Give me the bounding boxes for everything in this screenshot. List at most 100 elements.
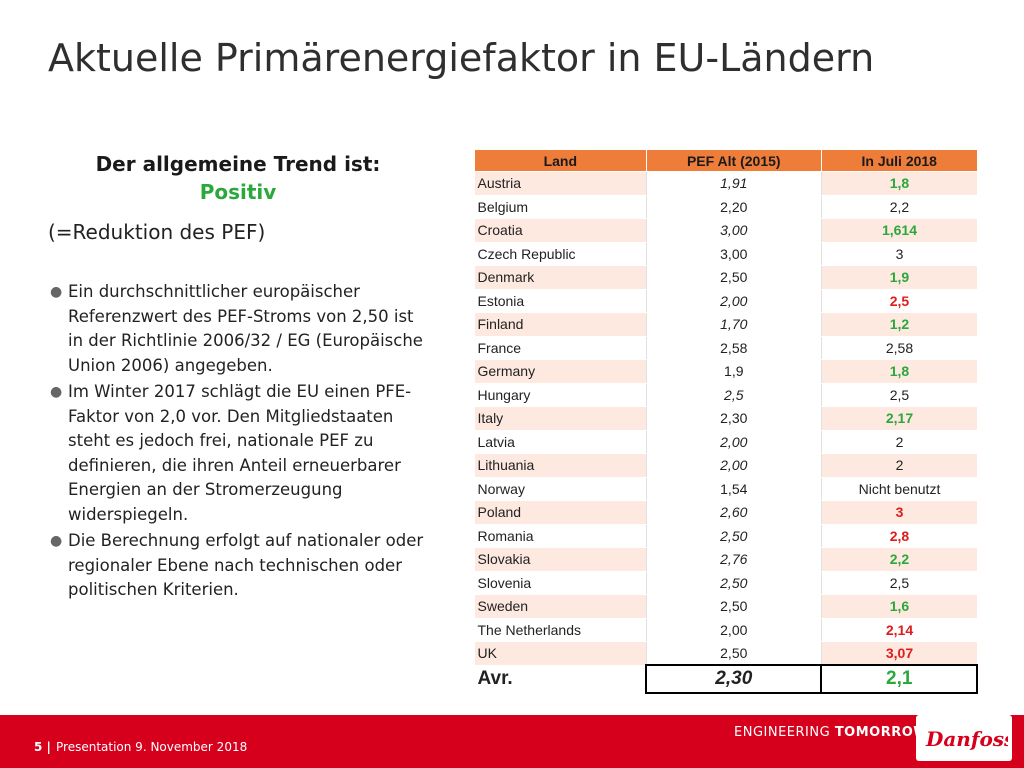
cell-land: Lithuania	[474, 453, 647, 478]
cell-pef-alt: 2,50	[645, 571, 822, 595]
average-juli-2018: 2,1	[820, 664, 978, 694]
cell-pef-alt: 1,91	[645, 171, 822, 196]
cell-pef-alt: 2,58	[645, 336, 822, 360]
cell-land: Italy	[474, 406, 647, 431]
cell-juli-2018: 2,2	[821, 195, 977, 219]
cell-pef-alt: 3,00	[645, 218, 822, 243]
table-row: The Netherlands 2,00 2,14	[474, 618, 977, 642]
cell-juli-2018: 2,17	[821, 406, 977, 431]
pef-table: Land PEF Alt (2015) In Juli 2018 Austria…	[474, 149, 978, 694]
cell-land: Estonia	[474, 289, 647, 313]
cell-pef-alt: 2,76	[645, 547, 822, 572]
bullet-text: Ein durchschnittlicher europäischer Refe…	[68, 282, 423, 375]
bullet-icon: ●	[50, 533, 63, 549]
cell-land: Romania	[474, 524, 647, 548]
pef-table-container: Land PEF Alt (2015) In Juli 2018 Austria…	[474, 149, 978, 694]
table-row: Hungary 2,5 2,5	[474, 383, 977, 407]
cell-pef-alt: 2,50	[645, 265, 822, 290]
column-header-land: Land	[474, 149, 647, 172]
cell-land: Norway	[474, 477, 647, 501]
cell-juli-2018: 2,58	[821, 336, 977, 360]
presentation-info: Presentation 9. November 2018	[56, 740, 248, 754]
table-row: Italy 2,30 2,17	[474, 406, 977, 431]
table-row: Latvia 2,00 2	[474, 430, 977, 454]
cell-pef-alt: 2,00	[645, 618, 822, 642]
cell-juli-2018: 1,8	[821, 171, 977, 196]
cell-juli-2018: Nicht benutzt	[821, 477, 977, 501]
cell-juli-2018: 1,9	[821, 265, 977, 290]
table-row: Germany 1,9 1,8	[474, 359, 977, 384]
bullet-icon: ●	[50, 384, 63, 400]
bullet-text: Die Berechnung erfolgt auf nationaler od…	[68, 531, 424, 599]
cell-pef-alt: 2,30	[645, 406, 822, 431]
table-row: UK 2,50 3,07	[474, 641, 977, 666]
trend-heading: Der allgemeine Trend ist: Positiv	[48, 150, 428, 206]
table-row: Slovakia 2,76 2,2	[474, 547, 977, 572]
column-header-pef-alt: PEF Alt (2015)	[645, 149, 822, 172]
cell-pef-alt: 2,00	[645, 430, 822, 454]
cell-land: Finland	[474, 312, 647, 337]
slide-title: Aktuelle Primärenergiefaktor in EU-Lände…	[48, 36, 875, 80]
table-row: Norway 1,54 Nicht benutzt	[474, 477, 977, 501]
cell-land: Austria	[474, 171, 647, 196]
bullet-item: ● Im Winter 2017 schlägt die EU einen PFE…	[48, 380, 428, 527]
cell-pef-alt: 2,5	[645, 383, 822, 407]
cell-land: UK	[474, 641, 647, 666]
logo-icon: Danfoss	[925, 727, 1008, 751]
cell-juli-2018: 2,5	[821, 571, 977, 595]
cell-juli-2018: 2,2	[821, 547, 977, 572]
column-header-juli-2018: In Juli 2018	[820, 149, 978, 172]
cell-land: Croatia	[474, 218, 647, 243]
bullet-item: ● Ein durchschnittlicher europäischer Ref…	[48, 280, 428, 378]
cell-land: The Netherlands	[474, 618, 647, 642]
cell-juli-2018: 2,5	[821, 383, 977, 407]
table-row: Sweden 2,50 1,6	[474, 594, 977, 619]
svg-text:Danfoss: Danfoss	[925, 727, 1008, 751]
table-row: Lithuania 2,00 2	[474, 453, 977, 478]
table-row: Slovenia 2,50 2,5	[474, 571, 977, 595]
tagline: ENGINEERING TOMORROW	[734, 725, 929, 740]
table-row: Denmark 2,50 1,9	[474, 265, 977, 290]
danfoss-logo: Danfoss	[916, 715, 1012, 761]
cell-land: Sweden	[474, 594, 647, 619]
bullet-list: ● Ein durchschnittlicher europäischer Ref…	[48, 280, 428, 603]
cell-pef-alt: 2,60	[645, 500, 822, 525]
table-row: Estonia 2,00 2,5	[474, 289, 977, 313]
cell-pef-alt: 1,70	[645, 312, 822, 337]
cell-land: Slovenia	[474, 571, 647, 595]
cell-juli-2018: 1,2	[821, 312, 977, 337]
cell-pef-alt: 3,00	[645, 242, 822, 266]
cell-juli-2018: 1,614	[821, 218, 977, 243]
average-row: Avr. 2,30 2,1	[474, 664, 978, 694]
table-header-row: Land PEF Alt (2015) In Juli 2018	[474, 149, 978, 172]
cell-land: France	[474, 336, 647, 360]
cell-pef-alt: 2,00	[645, 453, 822, 478]
cell-land: Poland	[474, 500, 647, 525]
left-text-panel: Der allgemeine Trend ist: Positiv (=Redu…	[48, 150, 428, 605]
bullet-item: ● Die Berechnung erfolgt auf nationaler o…	[48, 529, 428, 603]
cell-juli-2018: 3,07	[821, 641, 977, 666]
cell-land: Latvia	[474, 430, 647, 454]
table-body: Austria 1,91 1,8 Belgium 2,20 2,2 Croatia 3,00 1…	[474, 171, 978, 694]
cell-juli-2018: 2,14	[821, 618, 977, 642]
cell-land: Hungary	[474, 383, 647, 407]
cell-pef-alt: 1,54	[645, 477, 822, 501]
table-row: Czech Republic 3,00 3	[474, 242, 977, 266]
cell-juli-2018: 2	[821, 453, 977, 478]
bullet-icon: ●	[50, 284, 63, 300]
cell-land: Czech Republic	[474, 242, 647, 266]
cell-pef-alt: 2,50	[645, 641, 822, 666]
table-row: Austria 1,91 1,8	[474, 171, 977, 196]
cell-juli-2018: 3	[821, 500, 977, 525]
cell-pef-alt: 2,50	[645, 594, 822, 619]
trend-label: Der allgemeine Trend ist:	[95, 152, 381, 176]
cell-pef-alt: 1,9	[645, 359, 822, 384]
footer-bar: 5 | Presentation 9. November 2018 ENGINE…	[0, 715, 1024, 768]
trend-value: Positiv	[199, 180, 277, 204]
table-row: Belgium 2,20 2,2	[474, 195, 977, 219]
table-row: Finland 1,70 1,2	[474, 312, 977, 337]
cell-juli-2018: 2	[821, 430, 977, 454]
subheading: (=Reduktion des PEF)	[48, 220, 266, 244]
table-row: Poland 2,60 3	[474, 500, 977, 525]
bullet-text: Im Winter 2017 schlägt die EU einen PFE-…	[68, 382, 412, 524]
